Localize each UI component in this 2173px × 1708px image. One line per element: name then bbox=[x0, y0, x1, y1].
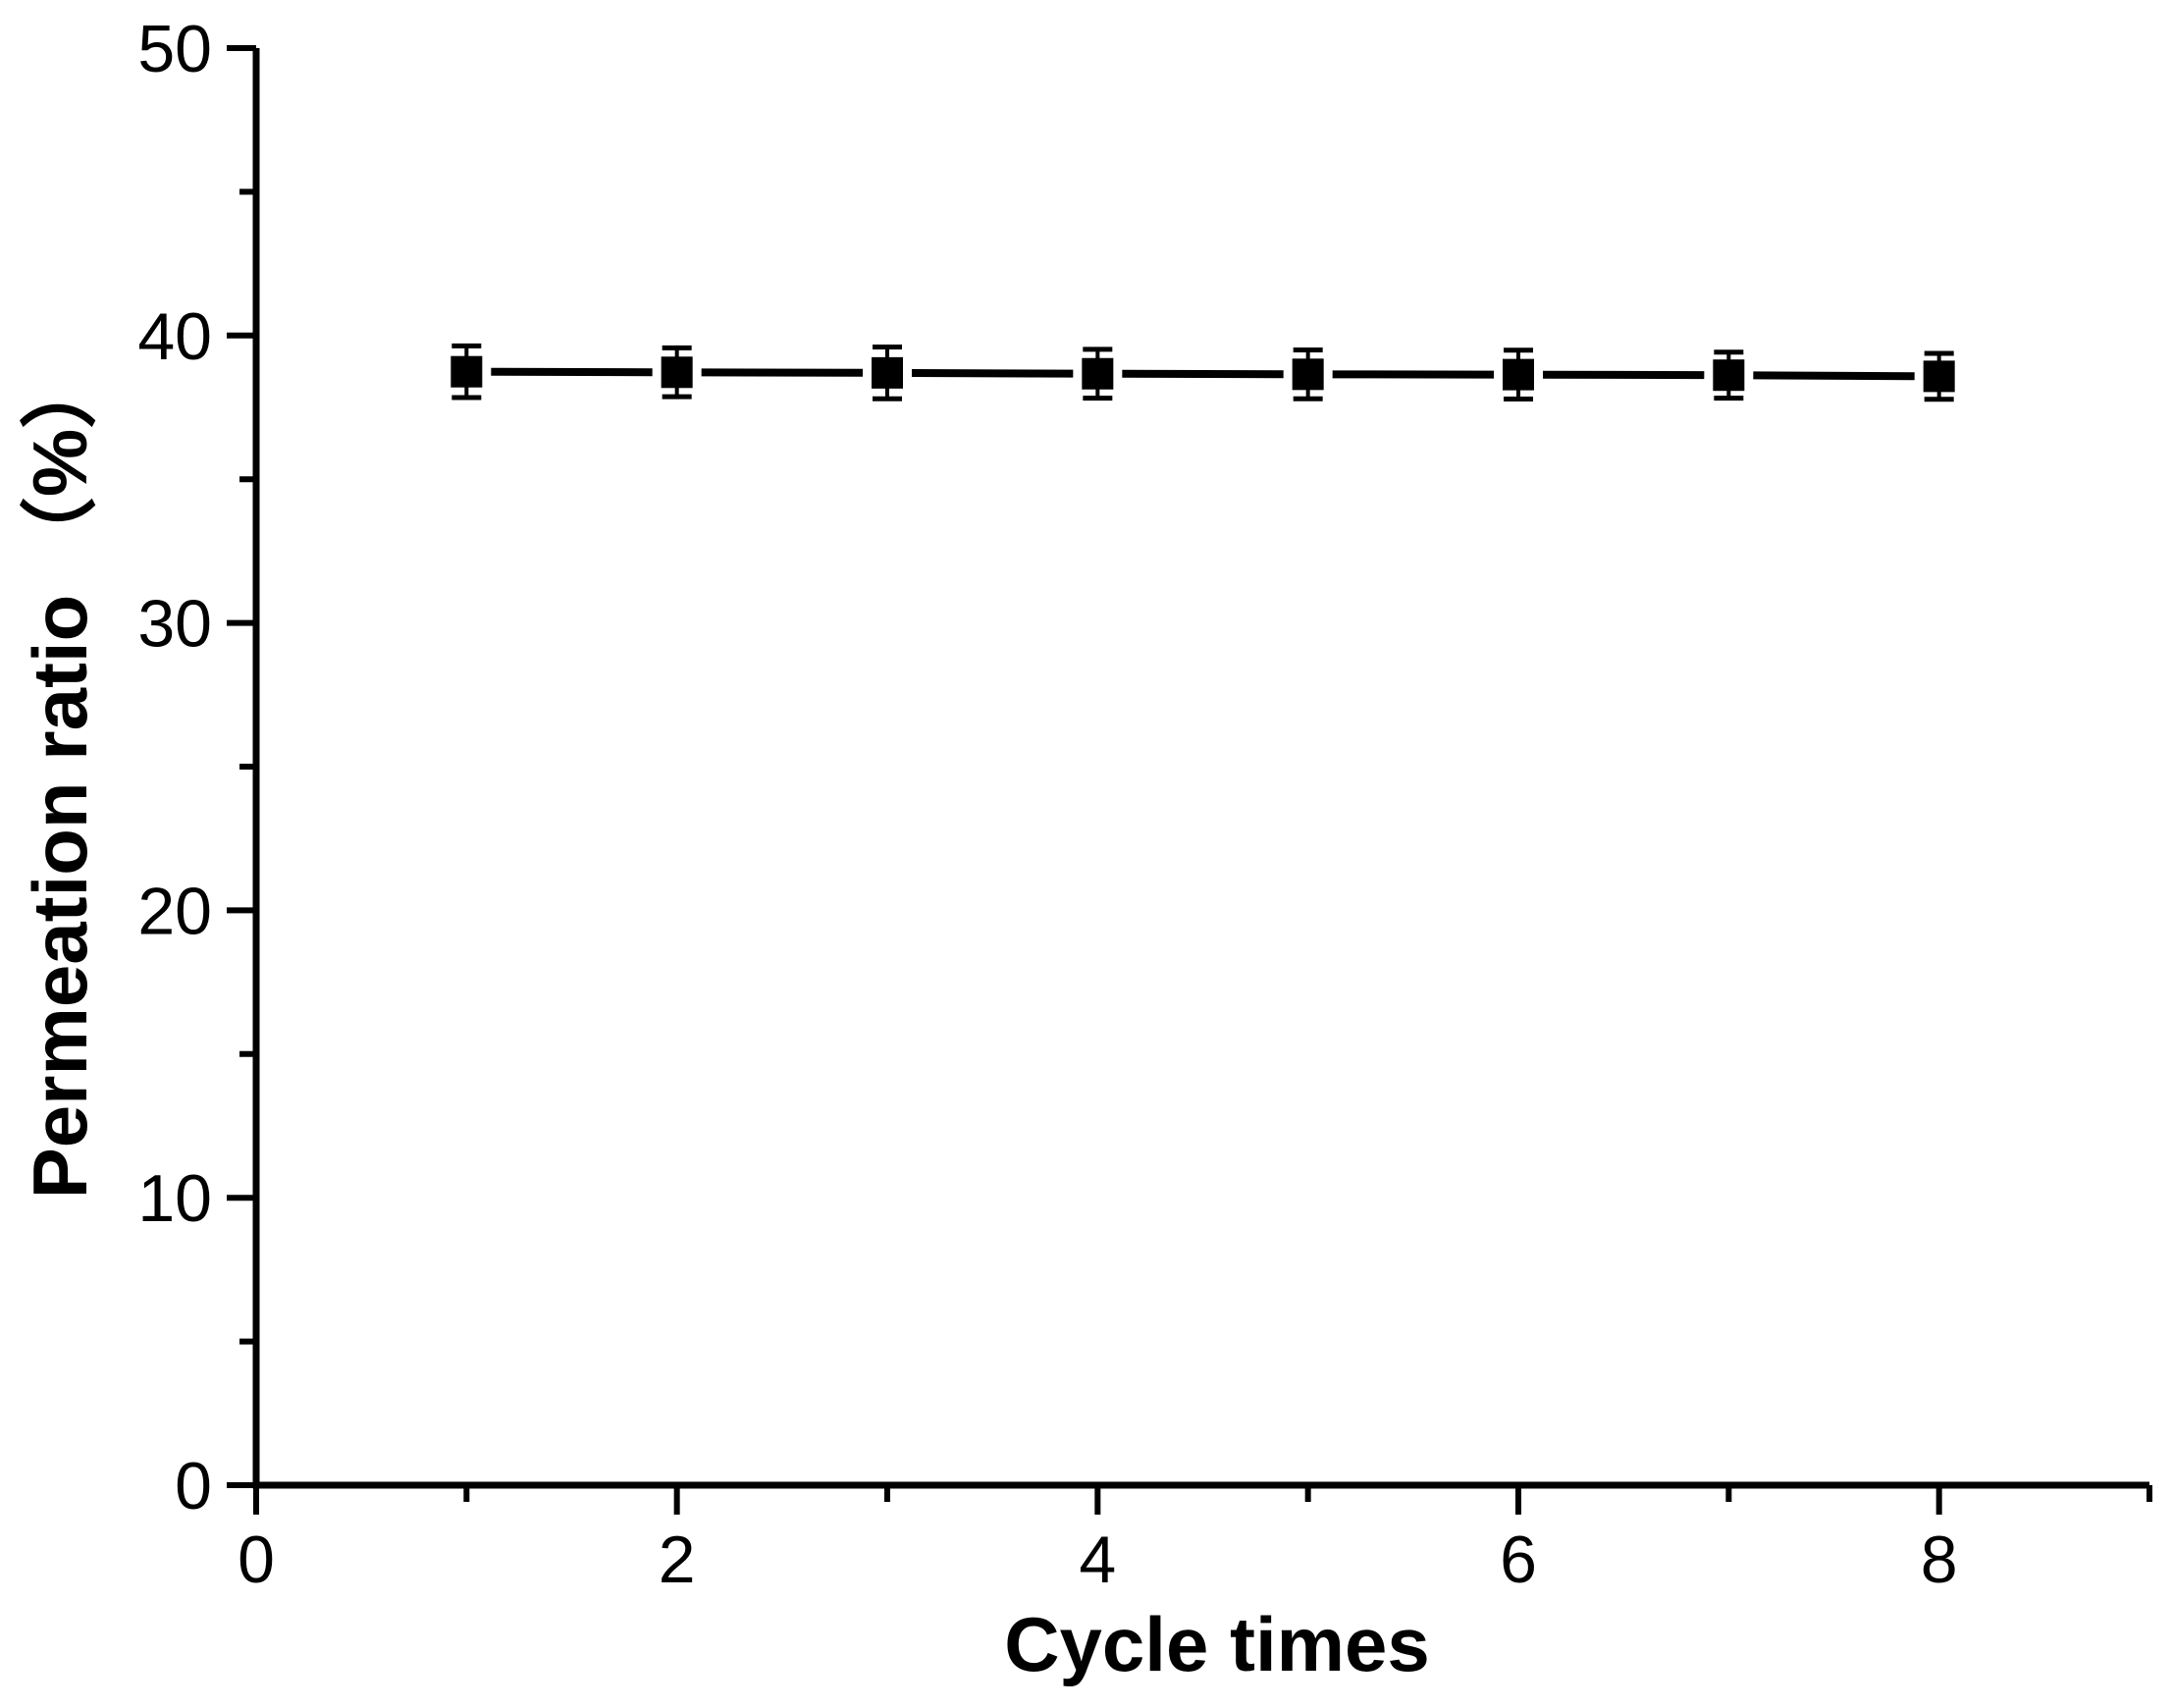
data-point-marker bbox=[872, 356, 903, 389]
data-point-marker bbox=[1082, 357, 1114, 390]
y-axis-title: Permeation ratio （%） bbox=[17, 352, 103, 1200]
data-point-marker bbox=[1292, 358, 1324, 391]
data-point-marker bbox=[1503, 358, 1534, 391]
series-line-segment bbox=[911, 368, 1074, 378]
axes-layer: 0 10 20 30 40 50 0 2 4 6 8 bbox=[137, 12, 2152, 1597]
y-tick-label: 0 bbox=[175, 1449, 212, 1523]
x-axis-title: Cycle times bbox=[1004, 1601, 1430, 1687]
y-tick-label: 40 bbox=[137, 299, 212, 374]
data-point-marker bbox=[1713, 359, 1745, 392]
x-tick-label: 4 bbox=[1079, 1522, 1116, 1597]
x-tick-label: 8 bbox=[1921, 1522, 1958, 1597]
data-point-marker bbox=[450, 355, 483, 388]
data-point-marker bbox=[1923, 360, 1955, 393]
x-tick-label: 2 bbox=[659, 1522, 696, 1597]
x-tick-label: 0 bbox=[238, 1522, 275, 1597]
series-line-segment bbox=[1753, 371, 1915, 381]
data-series-layer bbox=[450, 343, 1955, 402]
y-tick-label: 20 bbox=[137, 874, 212, 948]
x-tick-label: 6 bbox=[1500, 1522, 1537, 1597]
y-tick-label: 50 bbox=[137, 12, 212, 86]
y-tick-label: 30 bbox=[137, 587, 212, 662]
data-point-marker bbox=[661, 356, 693, 389]
y-tick-label: 10 bbox=[137, 1161, 212, 1236]
